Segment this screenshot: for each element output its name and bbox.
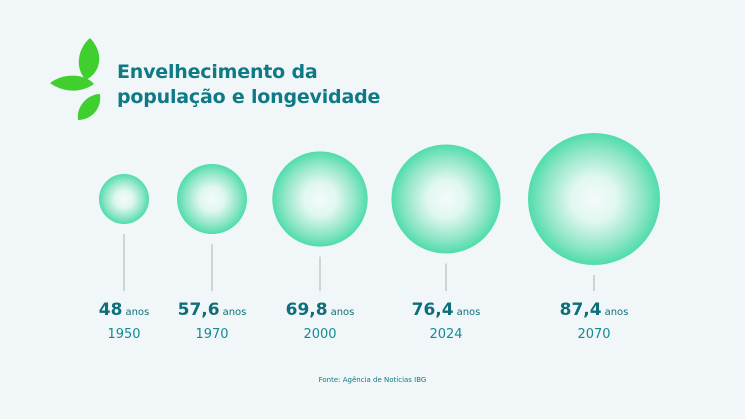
bubble-1950 [99,174,149,224]
year-label-1970: 1970 [195,327,228,342]
bubble-1970 [177,164,247,234]
title-line-2: população e longevidade [117,86,381,108]
year-label-2024: 2024 [429,327,462,342]
value-label-1950: 48 anos [99,300,149,320]
bubble-2070 [528,133,660,265]
value-label-2024: 76,4 anos [412,300,481,320]
value-label-2070: 87,4 anos [560,300,629,320]
year-label-1950: 1950 [107,327,140,342]
chart-title: Envelhecimento da população e longevidad… [117,60,380,110]
title-line-1: Envelhecimento da [117,61,318,83]
value-label-2000: 69,8 anos [286,300,355,320]
source-note: Fonte: Agência de Notícias IBG [318,376,427,384]
year-label-2000: 2000 [303,327,336,342]
leaf-logo-icon [50,38,101,120]
bubble-2000 [272,151,368,247]
bubble-2024 [391,144,501,254]
year-label-2070: 2070 [577,327,610,342]
value-label-1970: 57,6 anos [178,300,247,320]
